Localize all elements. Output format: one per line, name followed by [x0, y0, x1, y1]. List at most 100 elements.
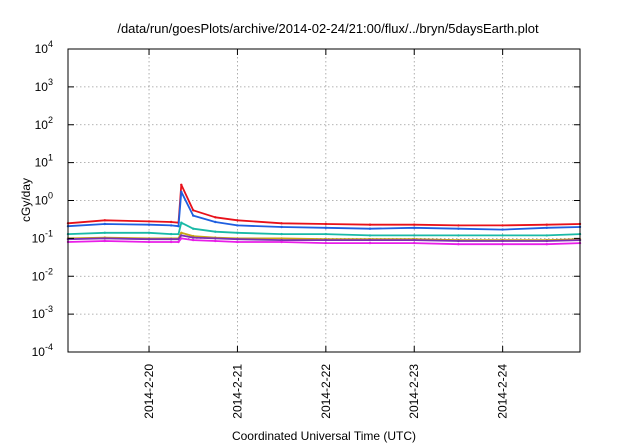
y-tick-label: 10-3 — [32, 304, 53, 321]
data-point — [501, 224, 504, 227]
data-point — [147, 238, 151, 241]
data-point — [545, 239, 548, 243]
data-point — [192, 238, 195, 242]
data-point — [545, 226, 548, 229]
x-tick-label: 2014-2-24 — [496, 364, 510, 419]
y-tick-label: 10-4 — [32, 342, 53, 359]
data-point — [324, 222, 327, 226]
data-point — [413, 241, 416, 245]
y-tick-exponent: -1 — [45, 228, 53, 238]
data-point — [280, 238, 283, 242]
series-1 — [66, 183, 582, 227]
data-point — [236, 238, 239, 241]
data-point — [103, 222, 107, 226]
data-point — [180, 231, 183, 234]
data-point — [457, 243, 460, 246]
y-tick-exponent: -4 — [45, 342, 53, 352]
data-point — [180, 234, 183, 237]
y-tick-exponent: 4 — [48, 39, 53, 49]
data-point — [236, 219, 239, 222]
chart-title: /data/run/goesPlots/archive/2014-02-24/2… — [117, 21, 539, 36]
data-point — [103, 231, 107, 234]
data-point — [280, 237, 283, 240]
y-tick-exponent: -3 — [45, 304, 53, 314]
x-axis: 2014-2-20 2014-2-21 2014-2-22 2014-2-23 2014… — [142, 49, 510, 419]
data-point — [169, 220, 173, 224]
data-point — [103, 239, 107, 243]
y-axis-label: cGy/day — [19, 178, 33, 222]
data-point — [457, 224, 460, 227]
data-point — [280, 222, 283, 225]
y-tick-exponent: 1 — [48, 153, 53, 163]
data-point — [147, 231, 151, 234]
data-point — [169, 238, 173, 241]
y-tick-label: 10-2 — [32, 266, 53, 283]
data-point — [413, 234, 416, 237]
data-point — [236, 240, 239, 244]
y-tick-label: 100 — [35, 191, 53, 208]
x-tick-label: 2014-2-21 — [230, 364, 244, 419]
data-point — [180, 221, 183, 224]
data-point — [192, 227, 195, 230]
series-layer — [66, 183, 582, 246]
data-point — [545, 234, 548, 237]
data-point — [214, 220, 217, 224]
grid — [68, 48, 580, 353]
y-tick-label: 102 — [35, 115, 53, 132]
data-point — [180, 190, 183, 193]
data-point — [236, 224, 239, 227]
data-point — [545, 243, 548, 246]
data-point — [103, 219, 107, 222]
x-axis-label: Coordinated Universal Time (UTC) — [232, 429, 416, 443]
data-point — [169, 224, 173, 227]
data-point — [368, 223, 372, 226]
data-point — [214, 237, 217, 240]
y-tick-label: 104 — [35, 39, 53, 56]
data-point — [180, 237, 183, 240]
data-point — [180, 183, 183, 186]
data-point — [214, 216, 217, 219]
data-point — [177, 240, 180, 244]
y-tick-exponent: 2 — [48, 115, 53, 125]
data-point — [324, 238, 327, 242]
data-point — [368, 234, 372, 237]
data-point — [192, 209, 195, 212]
data-point — [177, 232, 180, 236]
series-line — [67, 183, 581, 227]
x-tick-label: 2014-2-23 — [407, 364, 421, 419]
x-tick-label: 2014-2-20 — [142, 364, 156, 419]
data-point — [324, 241, 327, 245]
data-point — [280, 240, 283, 244]
data-point — [236, 231, 239, 234]
y-tick-label: 103 — [35, 77, 53, 94]
data-point — [457, 239, 460, 243]
data-point — [501, 234, 504, 237]
data-point — [501, 239, 504, 243]
y-tick-exponent: -2 — [45, 266, 53, 276]
data-point — [413, 238, 416, 242]
data-point — [177, 225, 180, 228]
y-tick-exponent: 0 — [48, 191, 53, 201]
data-point — [192, 214, 195, 217]
x-tick-label: 2014-2-22 — [319, 364, 333, 419]
data-point — [324, 226, 327, 229]
data-point — [280, 225, 283, 229]
data-point — [147, 223, 151, 226]
data-point — [214, 230, 217, 233]
data-point — [169, 232, 173, 236]
data-point — [457, 234, 460, 237]
data-point — [501, 228, 504, 231]
data-point — [501, 243, 504, 246]
data-point — [280, 232, 283, 236]
data-point — [214, 239, 217, 243]
data-point — [545, 223, 548, 226]
data-point — [147, 220, 151, 223]
data-point — [103, 237, 107, 240]
data-point — [368, 227, 372, 230]
data-point — [169, 240, 173, 244]
data-point — [413, 223, 416, 226]
data-point — [324, 232, 327, 236]
data-point — [368, 241, 372, 245]
